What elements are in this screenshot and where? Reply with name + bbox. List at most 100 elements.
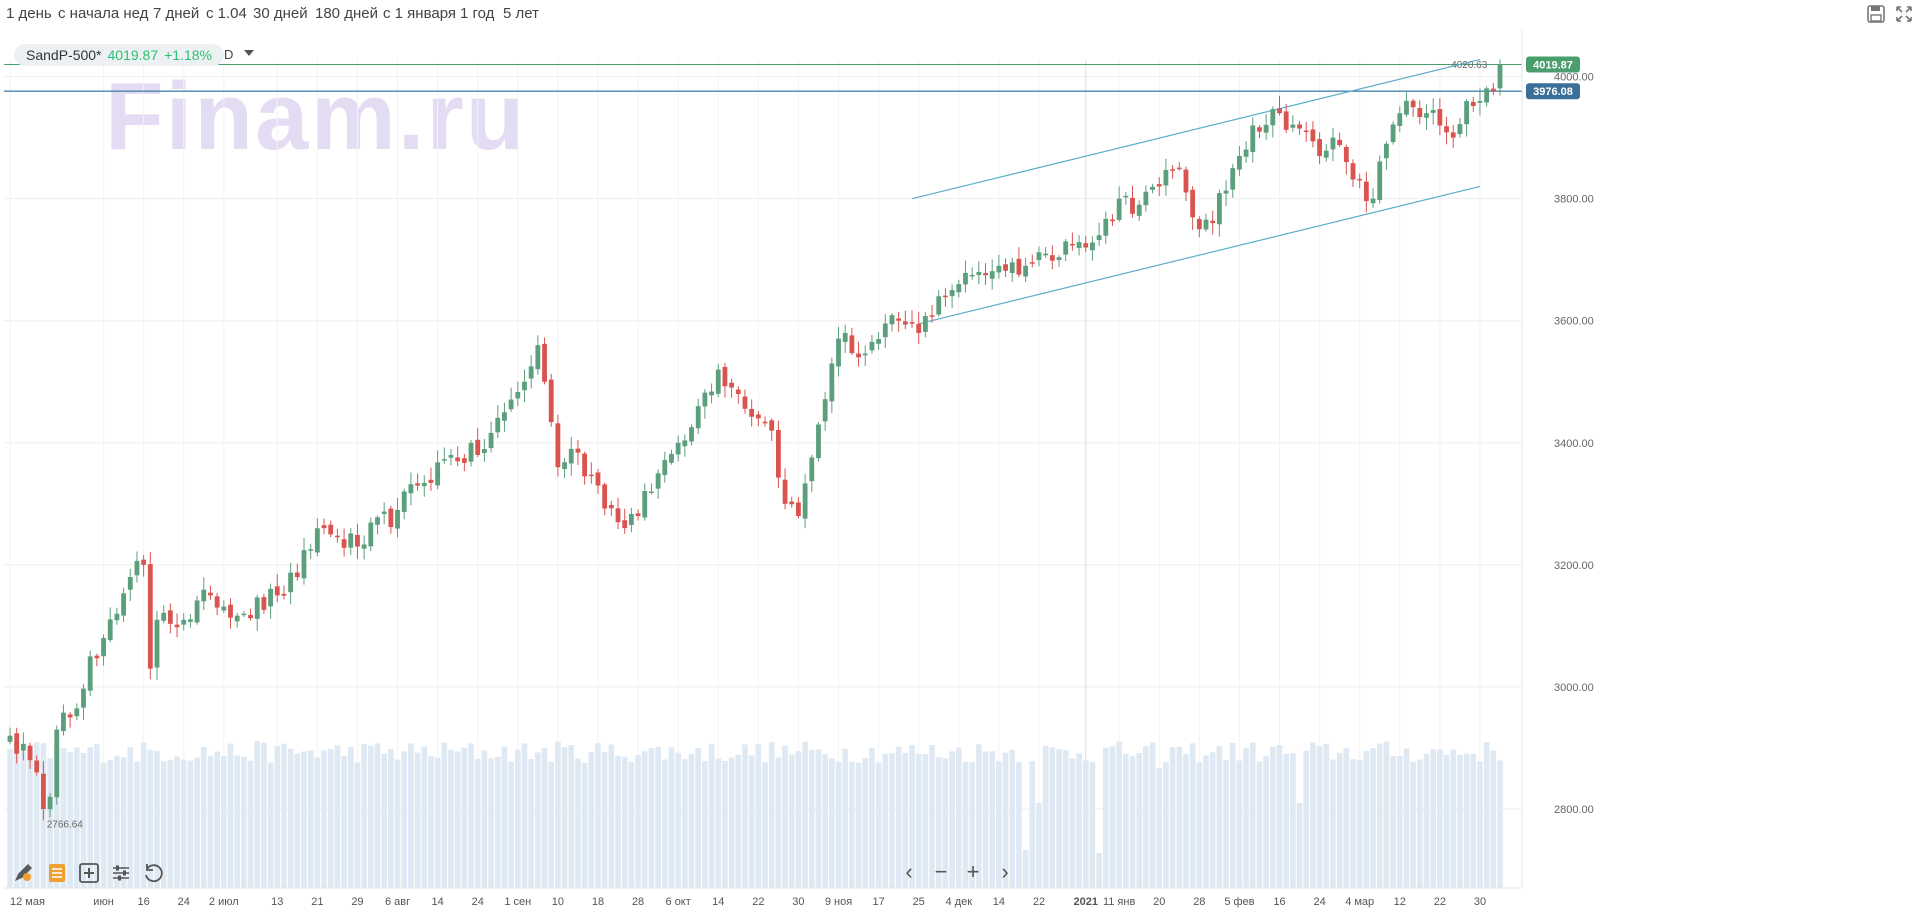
volume-bar (468, 743, 474, 888)
volume-bar (682, 759, 688, 888)
candle-body (956, 284, 962, 293)
volume-bar (1396, 756, 1403, 888)
period-30-days[interactable]: 30 дней (253, 5, 308, 22)
period-5-years[interactable]: 5 лет (503, 5, 539, 22)
volume-bar (1290, 753, 1296, 888)
volume-bar (1437, 749, 1443, 888)
volume-bar (488, 758, 494, 888)
candle-body (7, 735, 13, 742)
candle-body (769, 420, 775, 431)
volume-bar (1216, 746, 1223, 888)
x-tick-label: 24 (1313, 896, 1325, 908)
period-ytd[interactable]: с 1 января (383, 5, 457, 22)
volume-bar (909, 744, 915, 888)
candle-body (689, 427, 694, 442)
candle-body (1424, 113, 1429, 118)
volume-bar (1076, 753, 1082, 888)
volume-bar (1443, 754, 1450, 888)
candle-body (375, 517, 380, 525)
volume-bar (695, 748, 702, 888)
candle-body (675, 442, 681, 455)
candle-body (1490, 88, 1496, 92)
period-7-days[interactable]: 7 дней (153, 5, 200, 22)
volume-bar (815, 749, 822, 888)
candle-body (1437, 109, 1443, 126)
volume-bar (180, 759, 187, 888)
x-tick-label: 20 (1153, 896, 1165, 908)
scroll-right-button[interactable]: › (1001, 859, 1009, 884)
period-1-day[interactable]: 1 день (6, 5, 52, 22)
period-1-year[interactable]: 1 год (460, 5, 495, 22)
volume-bar (829, 758, 835, 888)
scroll-left-button[interactable]: ‹ (905, 859, 913, 884)
chevron-down-icon[interactable] (244, 50, 254, 56)
indicators-icon[interactable] (44, 860, 70, 886)
interval-selector[interactable]: D (224, 47, 234, 62)
candle-body (1196, 219, 1202, 230)
candle-body (254, 597, 260, 619)
volume-bar (882, 753, 889, 888)
zoom-in-button[interactable]: + (966, 859, 980, 884)
y-tick-label: 3000.00 (1554, 682, 1594, 694)
candle-body (796, 502, 801, 517)
candle-body (1143, 191, 1149, 206)
period-week-to-date[interactable]: с начала нед (58, 5, 149, 22)
candle-body (628, 513, 634, 526)
volume-bar (808, 749, 815, 888)
add-chart-icon[interactable] (76, 860, 102, 886)
candle-body (816, 424, 821, 459)
candle-body (208, 592, 213, 596)
candle-body (762, 421, 768, 424)
volume-bar (528, 759, 534, 888)
volume-bar (187, 760, 194, 888)
candle-body (916, 323, 922, 333)
volume-bar (922, 754, 929, 888)
x-tick-label: 28 (1193, 896, 1205, 908)
save-icon[interactable] (1866, 4, 1886, 24)
volume-bar (474, 759, 481, 888)
volume-bar (889, 753, 895, 888)
period-toolbar: 1 день с начала нед 7 дней с 1.04 30 дне… (0, 0, 1918, 30)
volume-bar (354, 762, 361, 888)
reset-icon[interactable] (140, 860, 166, 886)
volume-bar (1363, 751, 1370, 888)
volume-bar (1383, 741, 1390, 888)
candle-body (809, 457, 815, 482)
period-since-april[interactable]: с 1.04 (206, 5, 247, 22)
volume-bar (140, 742, 147, 888)
volume-bar (1276, 745, 1283, 888)
candle-body (789, 501, 795, 505)
candle-body (1263, 124, 1269, 133)
volume-bar (962, 761, 969, 888)
volume-bar (755, 744, 762, 888)
volume-bar (555, 741, 561, 888)
candle-body (502, 412, 507, 421)
volume-bar (1450, 749, 1457, 888)
candle-body (1230, 168, 1236, 190)
volume-bar (575, 758, 581, 888)
volume-bar (1370, 748, 1376, 888)
settings-sliders-icon[interactable] (108, 860, 134, 886)
candle-body (1323, 150, 1329, 158)
zoom-out-button[interactable]: − (934, 859, 948, 884)
candle-body (381, 511, 387, 515)
volume-bar (134, 761, 140, 888)
volume-bar (1036, 803, 1042, 888)
candle-body (435, 462, 441, 486)
volume-bar (869, 747, 875, 888)
period-180-days[interactable]: 180 дней (315, 5, 378, 22)
candle-body (1337, 139, 1343, 145)
pencil-icon[interactable] (10, 860, 36, 886)
ticker-selector[interactable]: SandP-500* 4019.87 +1.18% (14, 44, 224, 66)
fullscreen-icon[interactable] (1894, 4, 1914, 24)
candle-body (1397, 113, 1403, 126)
candle-body (989, 271, 995, 279)
volume-bar (1176, 746, 1183, 888)
candle-body (1210, 220, 1216, 224)
candle-body (922, 316, 928, 332)
candle-body (1096, 235, 1102, 241)
x-tick-label: 12 мая (10, 896, 45, 908)
x-tick-label: 16 (1273, 896, 1285, 908)
candle-body (1083, 243, 1089, 248)
